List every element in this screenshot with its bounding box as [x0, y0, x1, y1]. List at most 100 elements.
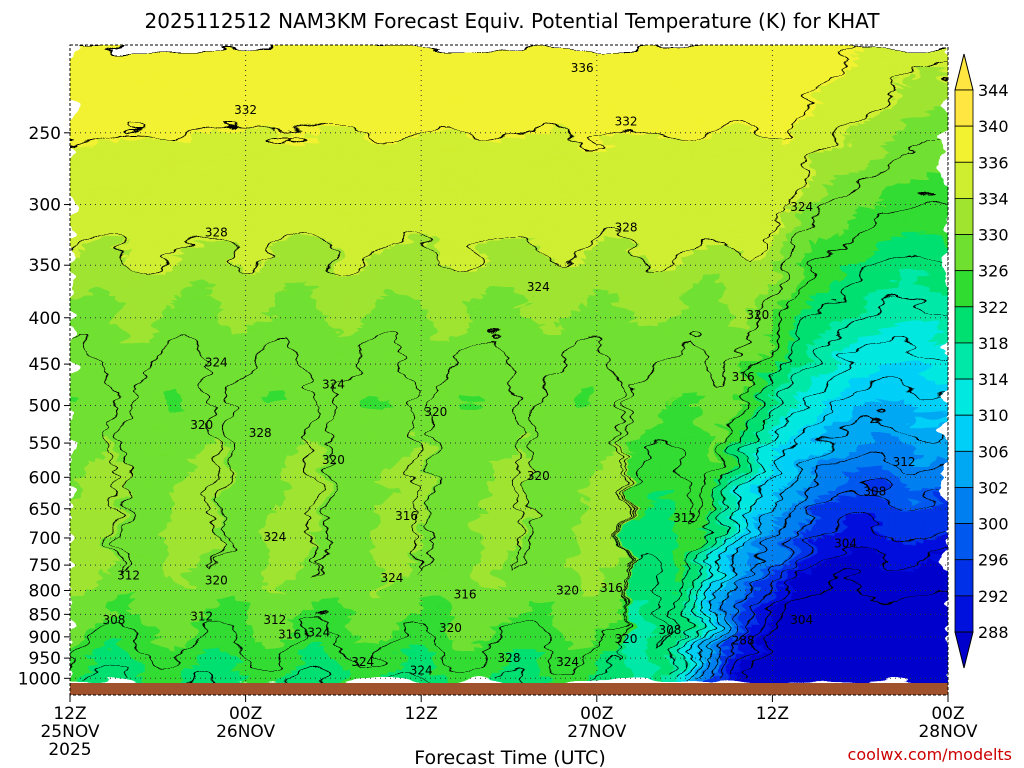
field-cell: [357, 236, 366, 245]
field-cell: [78, 484, 87, 493]
field-cell: [133, 349, 143, 358]
field-cell: [221, 442, 231, 450]
field-cell: [365, 371, 374, 379]
field-cell: [381, 130, 390, 138]
field-cell: [325, 328, 334, 337]
field-cell: [189, 130, 199, 138]
field-cell: [493, 675, 502, 684]
field-cell: [237, 59, 247, 67]
field-cell: [149, 534, 159, 542]
field-cell: [117, 342, 127, 351]
field-cell: [501, 115, 510, 124]
field-cell: [70, 186, 79, 195]
field-cell: [101, 101, 111, 110]
field-cell: [477, 364, 486, 372]
field-cell: [429, 172, 438, 181]
field-cell: [253, 619, 263, 627]
field-cell: [165, 356, 175, 365]
field-cell: [101, 605, 111, 613]
field-cell: [149, 328, 159, 337]
field-cell: [149, 101, 159, 110]
field-cell: [365, 442, 374, 450]
field-cell: [181, 434, 191, 443]
field-cell: [133, 286, 143, 294]
field-cell: [325, 647, 334, 656]
field-cell: [469, 399, 478, 408]
field-cell: [333, 647, 342, 656]
field-cell: [445, 314, 454, 323]
field-cell: [333, 434, 342, 443]
field-cell: [381, 364, 390, 372]
field-cell: [229, 151, 239, 159]
field-cell: [485, 130, 494, 138]
field-cell: [397, 314, 406, 323]
field-cell: [237, 66, 247, 74]
field-cell: [317, 371, 326, 379]
field-cell: [429, 73, 438, 82]
field-cell: [213, 420, 223, 429]
field-cell: [149, 654, 159, 663]
field-cell: [78, 172, 87, 181]
field-cell: [397, 512, 406, 521]
field-cell: [101, 590, 111, 599]
field-cell: [493, 115, 502, 124]
field-cell: [229, 427, 239, 436]
field-cell: [269, 264, 279, 273]
field-cell: [86, 335, 95, 344]
field-cell: [365, 66, 374, 74]
field-cell: [389, 186, 398, 195]
field-cell: [133, 144, 143, 152]
field-cell: [357, 505, 366, 514]
field-cell: [229, 612, 239, 620]
field-cell: [70, 406, 79, 415]
field-cell: [173, 527, 183, 535]
field-cell: [477, 87, 486, 96]
field-cell: [237, 165, 247, 174]
field-cell: [141, 158, 151, 167]
field-cell: [365, 583, 374, 592]
field-cell: [245, 293, 255, 301]
field-cell: [253, 151, 263, 159]
field-cell: [333, 562, 342, 571]
field-cell: [149, 612, 159, 620]
field-cell: [285, 115, 295, 124]
field-cell: [373, 470, 382, 478]
field-cell: [125, 293, 135, 301]
field-cell: [469, 278, 478, 287]
field-cell: [109, 569, 119, 578]
field-cell: [269, 512, 279, 521]
field-cell: [341, 264, 350, 273]
field-cell: [285, 172, 295, 181]
field-cell: [109, 576, 119, 585]
field-cell: [333, 278, 342, 287]
field-cell: [109, 172, 119, 181]
field-cell: [341, 583, 350, 592]
field-cell: [221, 45, 231, 53]
field-cell: [421, 477, 430, 486]
field-cell: [309, 541, 319, 549]
field-cell: [261, 250, 271, 259]
field-cell: [485, 449, 494, 457]
field-cell: [253, 215, 263, 223]
field-cell: [133, 73, 143, 82]
field-cell: [413, 123, 422, 131]
field-cell: [229, 420, 239, 429]
field-cell: [333, 80, 342, 89]
field-cell: [445, 158, 454, 167]
field-cell: [333, 661, 342, 670]
field-cell: [373, 484, 382, 493]
field-cell: [357, 371, 366, 379]
field-cell: [357, 590, 366, 599]
field-cell: [477, 569, 486, 578]
field-cell: [213, 137, 223, 145]
field-cell: [93, 101, 103, 110]
field-cell: [437, 534, 446, 542]
field-cell: [293, 193, 303, 202]
field-cell: [365, 605, 374, 613]
field-cell: [469, 597, 478, 606]
field-cell: [86, 94, 95, 103]
field-cell: [237, 661, 247, 670]
field-cell: [485, 626, 494, 634]
field-cell: [357, 179, 366, 188]
field-cell: [477, 172, 486, 181]
